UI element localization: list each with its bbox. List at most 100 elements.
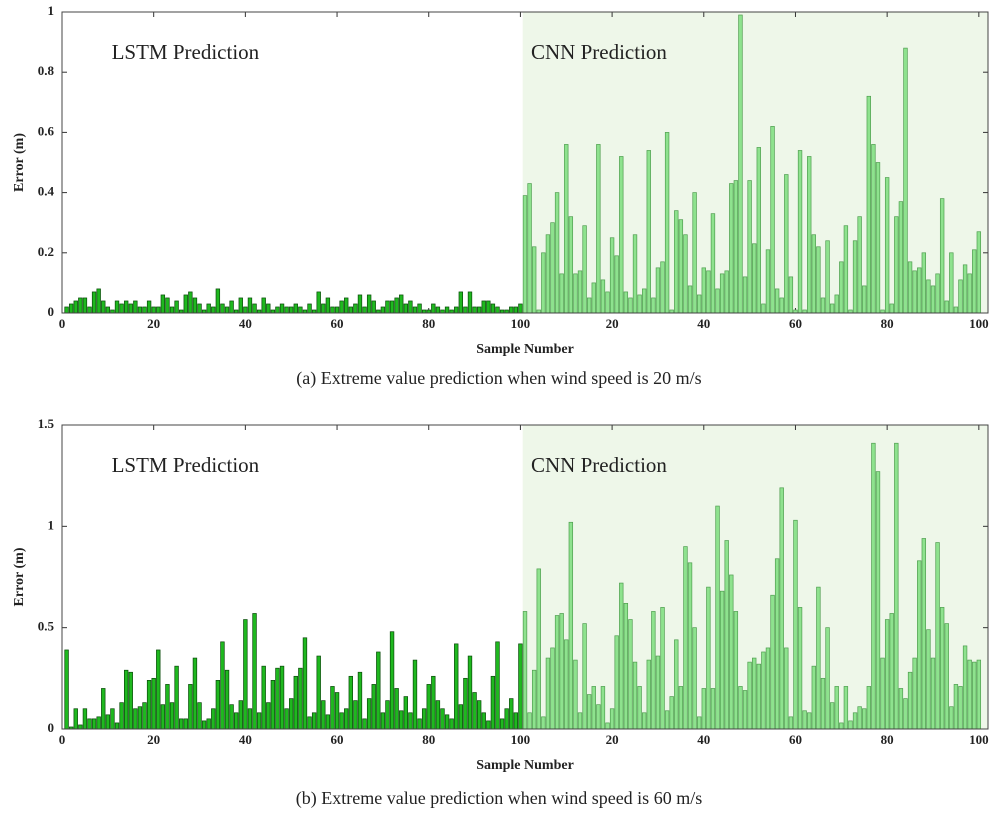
bar	[697, 716, 702, 730]
y-tick-label: 1	[48, 3, 55, 18]
bar	[875, 162, 881, 314]
bar	[912, 270, 917, 314]
bar	[742, 690, 748, 730]
x-tick-label: 0	[59, 316, 66, 331]
bar	[261, 665, 266, 730]
x-tick-label: 40	[239, 316, 252, 331]
y-tick-label: 0.8	[38, 63, 55, 78]
bar	[825, 240, 830, 314]
bar	[412, 306, 418, 314]
bar	[229, 704, 234, 730]
bar	[619, 156, 624, 314]
bar	[761, 651, 766, 730]
bar	[389, 300, 395, 314]
bar	[706, 586, 711, 730]
bar	[495, 306, 500, 314]
bar	[119, 303, 124, 314]
bar	[509, 306, 514, 314]
bar	[701, 688, 706, 730]
y-tick-label: 0	[48, 304, 55, 319]
bar	[770, 126, 775, 314]
bar	[339, 712, 344, 730]
bar	[156, 306, 161, 314]
bar	[188, 684, 193, 730]
bar	[440, 708, 445, 730]
bar	[87, 718, 92, 730]
bar	[972, 249, 977, 314]
bar	[128, 303, 133, 314]
bar	[224, 669, 230, 730]
bar	[674, 639, 679, 730]
x-tick-label: 100	[511, 732, 531, 747]
x-tick-label: 20	[147, 732, 160, 747]
bar	[669, 696, 674, 730]
bar	[852, 712, 858, 730]
bar	[632, 234, 638, 314]
bar	[642, 288, 647, 314]
bar	[554, 192, 560, 314]
bar	[632, 661, 638, 730]
bar	[623, 602, 629, 730]
bar	[105, 306, 111, 314]
bar	[605, 291, 610, 314]
bar	[366, 698, 372, 730]
bar	[949, 706, 954, 730]
bar	[797, 150, 803, 314]
bar	[133, 300, 138, 314]
y-tick-label: 0.4	[38, 184, 55, 199]
bar	[921, 538, 927, 730]
bar	[82, 708, 88, 730]
bar	[458, 704, 464, 730]
bar	[96, 716, 101, 730]
bar	[403, 696, 408, 730]
bar	[596, 704, 601, 730]
bar	[96, 288, 101, 314]
bar	[729, 183, 734, 314]
bar	[174, 300, 179, 314]
bar	[481, 712, 486, 730]
bar	[660, 261, 665, 314]
bar	[110, 708, 115, 730]
bar	[577, 270, 583, 314]
bar	[825, 627, 830, 730]
bar	[64, 306, 69, 314]
bar	[220, 303, 225, 314]
bar	[344, 708, 349, 730]
bar	[293, 303, 298, 314]
bar	[449, 718, 454, 730]
bar	[811, 234, 816, 314]
bar	[935, 273, 940, 314]
bar	[229, 300, 234, 314]
bar	[298, 306, 303, 314]
bar	[243, 619, 248, 730]
bar	[119, 702, 124, 730]
bar	[476, 700, 482, 730]
bar	[201, 720, 207, 730]
bar	[944, 623, 949, 730]
bar	[747, 180, 752, 314]
bar	[862, 285, 867, 314]
bar	[967, 659, 972, 730]
bar	[559, 613, 564, 730]
bar	[843, 686, 849, 730]
x-axis-label: Sample Number	[476, 758, 574, 773]
bar	[334, 306, 340, 314]
bar	[142, 702, 147, 730]
bar	[953, 306, 959, 314]
y-tick-label: 0	[48, 720, 55, 735]
bar	[238, 297, 243, 314]
bar	[949, 252, 954, 314]
bar	[435, 306, 441, 314]
bar	[476, 306, 482, 314]
bar	[811, 665, 816, 730]
bar	[380, 712, 386, 730]
bar	[156, 649, 161, 730]
bar	[371, 684, 376, 730]
bar	[279, 303, 285, 314]
bar	[316, 291, 321, 314]
bar	[101, 300, 106, 314]
bar	[651, 611, 656, 730]
bar	[765, 249, 771, 314]
bar	[816, 246, 821, 314]
bar	[151, 306, 156, 314]
